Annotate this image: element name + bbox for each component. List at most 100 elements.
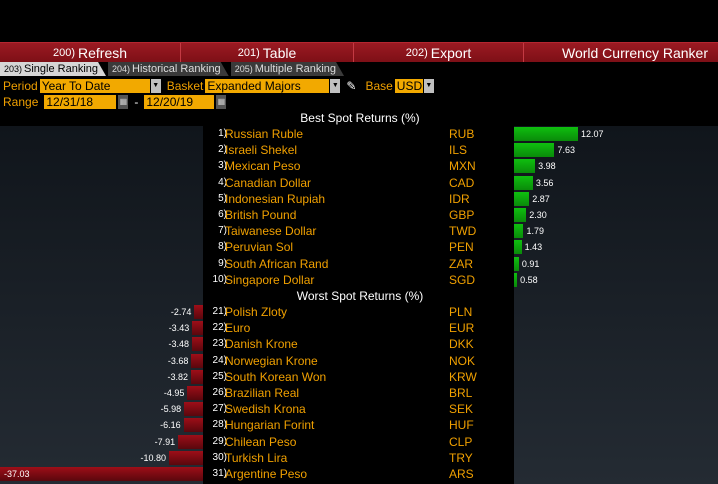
currency-name: Hungarian Forint [225, 418, 315, 433]
rank-number: 30) [212, 451, 227, 463]
period-dropdown[interactable]: Year To Date [39, 79, 150, 93]
rank-number: 8) [218, 241, 227, 253]
rank-number: 3) [218, 160, 227, 172]
chevron-down-icon[interactable]: ▼ [150, 79, 161, 93]
currency-code: IDR [449, 191, 470, 206]
rank-number: 1) [218, 128, 227, 139]
currency-name: Brazilian Real [225, 386, 300, 400]
worst-row[interactable]: 22) Euro EUR [205, 320, 515, 336]
currency-name: Mexican Peso [225, 159, 301, 174]
currency-code: PEN [449, 240, 474, 255]
rank-number: 21) [212, 306, 227, 317]
best-row[interactable]: 2) Israeli Shekel ILS [205, 142, 515, 158]
range-separator: - [134, 95, 139, 109]
currency-name: Norwegian Krone [225, 353, 318, 368]
parameter-row-1: Period Year To Date ▼ Basket Expanded Maj… [0, 78, 434, 94]
table-button[interactable]: 201) Table [181, 43, 354, 63]
worst-row[interactable]: 23) Danish Krone DKK [205, 336, 515, 352]
tab-strip: 203) Single Ranking 204) Historical Rankin… [0, 62, 718, 77]
range-start-field[interactable]: 12/31/18 [44, 95, 117, 109]
currency-name: Indonesian Rupiah [225, 191, 326, 206]
range-end-field[interactable]: 12/20/19 [144, 95, 215, 109]
currency-code: RUB [449, 127, 475, 141]
currency-name: Euro [225, 321, 251, 336]
currency-code: ARS [449, 467, 474, 481]
base-dropdown[interactable]: USD [394, 79, 423, 93]
bar-value-label: 2.30 [529, 210, 547, 220]
currency-name: Danish Krone [225, 337, 298, 352]
rank-number: 5) [218, 192, 227, 204]
positive-bar [514, 143, 555, 158]
rank-number: 24) [212, 354, 227, 366]
positive-bar [514, 272, 518, 287]
bar-value-label: -5.98 [160, 404, 182, 415]
positive-bar [514, 175, 533, 190]
currency-code: KRW [449, 369, 477, 384]
export-button[interactable]: 202) Export [354, 43, 524, 63]
currency-code: NOK [449, 353, 476, 368]
rank-number: 10) [212, 273, 227, 285]
best-row[interactable]: 3) Mexican Peso MXN [205, 158, 515, 174]
currency-code: TWD [449, 224, 477, 239]
worst-row[interactable]: 24) Norwegian Krone NOK [205, 353, 515, 369]
currency-name: Russian Ruble [225, 127, 304, 141]
best-row[interactable]: 8) Peruvian Sol PEN [205, 239, 515, 255]
worst-row[interactable]: 28) Hungarian Forint HUF [205, 417, 515, 433]
basket-value: Expanded Majors [207, 79, 301, 93]
best-row[interactable]: 5) Indonesian Rupiah IDR [205, 191, 515, 207]
negative-bar [192, 337, 203, 352]
base-label: Base [365, 79, 393, 93]
currency-name: South African Rand [225, 256, 329, 271]
positive-bar [514, 191, 530, 206]
tab-historical-ranking[interactable]: 204) Historical Ranking [108, 62, 229, 76]
tab-number: 204) [112, 64, 131, 74]
worst-row[interactable]: 21) Polish Zloty PLN [205, 304, 515, 320]
rank-number: 4) [218, 176, 227, 188]
currency-code: SGD [449, 272, 476, 287]
positive-bar [514, 159, 536, 174]
bar-value-label: 1.43 [524, 242, 543, 253]
bar-value-label: -4.95 [163, 388, 185, 398]
best-row[interactable]: 6) British Pound GBP [205, 207, 515, 223]
base-value: USD [396, 79, 423, 93]
edit-pencil-icon[interactable]: ✎ [346, 79, 357, 93]
rank-number: 6) [218, 209, 227, 220]
worst-row[interactable]: 25) South Korean Won KRW [205, 369, 515, 385]
currency-name: Argentine Peso [225, 467, 308, 481]
tab-number: 205) [234, 64, 253, 74]
refresh-button[interactable]: 200) Refresh [0, 43, 181, 63]
negative-chart-area [0, 126, 203, 484]
calendar-icon[interactable]: ▦ [216, 95, 227, 109]
chevron-down-icon[interactable]: ▼ [423, 79, 434, 93]
best-row[interactable]: 4) Canadian Dollar CAD [205, 175, 515, 191]
negative-bar [183, 418, 203, 433]
positive-bar [514, 240, 522, 255]
tab-multiple-ranking[interactable]: 205) Multiple Ranking [231, 62, 344, 76]
currency-name: British Pound [225, 208, 297, 222]
chevron-down-icon[interactable]: ▼ [330, 79, 341, 93]
range-start-value: 12/31/18 [46, 95, 94, 109]
worst-row[interactable]: 29) Chilean Peso CLP [205, 434, 515, 450]
worst-row[interactable]: 27) Swedish Krona SEK [205, 401, 515, 417]
currency-code: SEK [449, 402, 474, 417]
worst-row[interactable]: 31) Argentine Peso ARS [205, 466, 515, 482]
worst-row[interactable]: 30) Turkish Lira TRY [205, 450, 515, 466]
best-row[interactable]: 10) Singapore Dollar SGD [205, 272, 515, 288]
worst-returns-title: Worst Spot Returns (%) [296, 289, 424, 303]
best-row[interactable]: 1) Russian Ruble RUB [205, 126, 515, 142]
worst-row[interactable]: 26) Brazilian Real BRL [205, 385, 515, 401]
range-end-value: 12/20/19 [146, 95, 194, 109]
bar-value-label: 1.79 [526, 226, 545, 237]
calendar-icon[interactable]: ▦ [118, 95, 129, 109]
tab-single-ranking[interactable]: 203) Single Ranking [0, 62, 106, 76]
rank-number: 29) [212, 435, 227, 447]
currency-code: HUF [449, 418, 474, 433]
rank-number: 23) [212, 338, 227, 350]
bar-value-label: -3.48 [168, 339, 190, 350]
positive-bar [514, 256, 519, 271]
tab-number: 203) [4, 64, 23, 74]
bar-value-label: -6.16 [160, 420, 181, 431]
best-row[interactable]: 9) South African Rand ZAR [205, 256, 515, 272]
best-row[interactable]: 7) Taiwanese Dollar TWD [205, 223, 515, 239]
basket-dropdown[interactable]: Expanded Majors [205, 79, 330, 93]
